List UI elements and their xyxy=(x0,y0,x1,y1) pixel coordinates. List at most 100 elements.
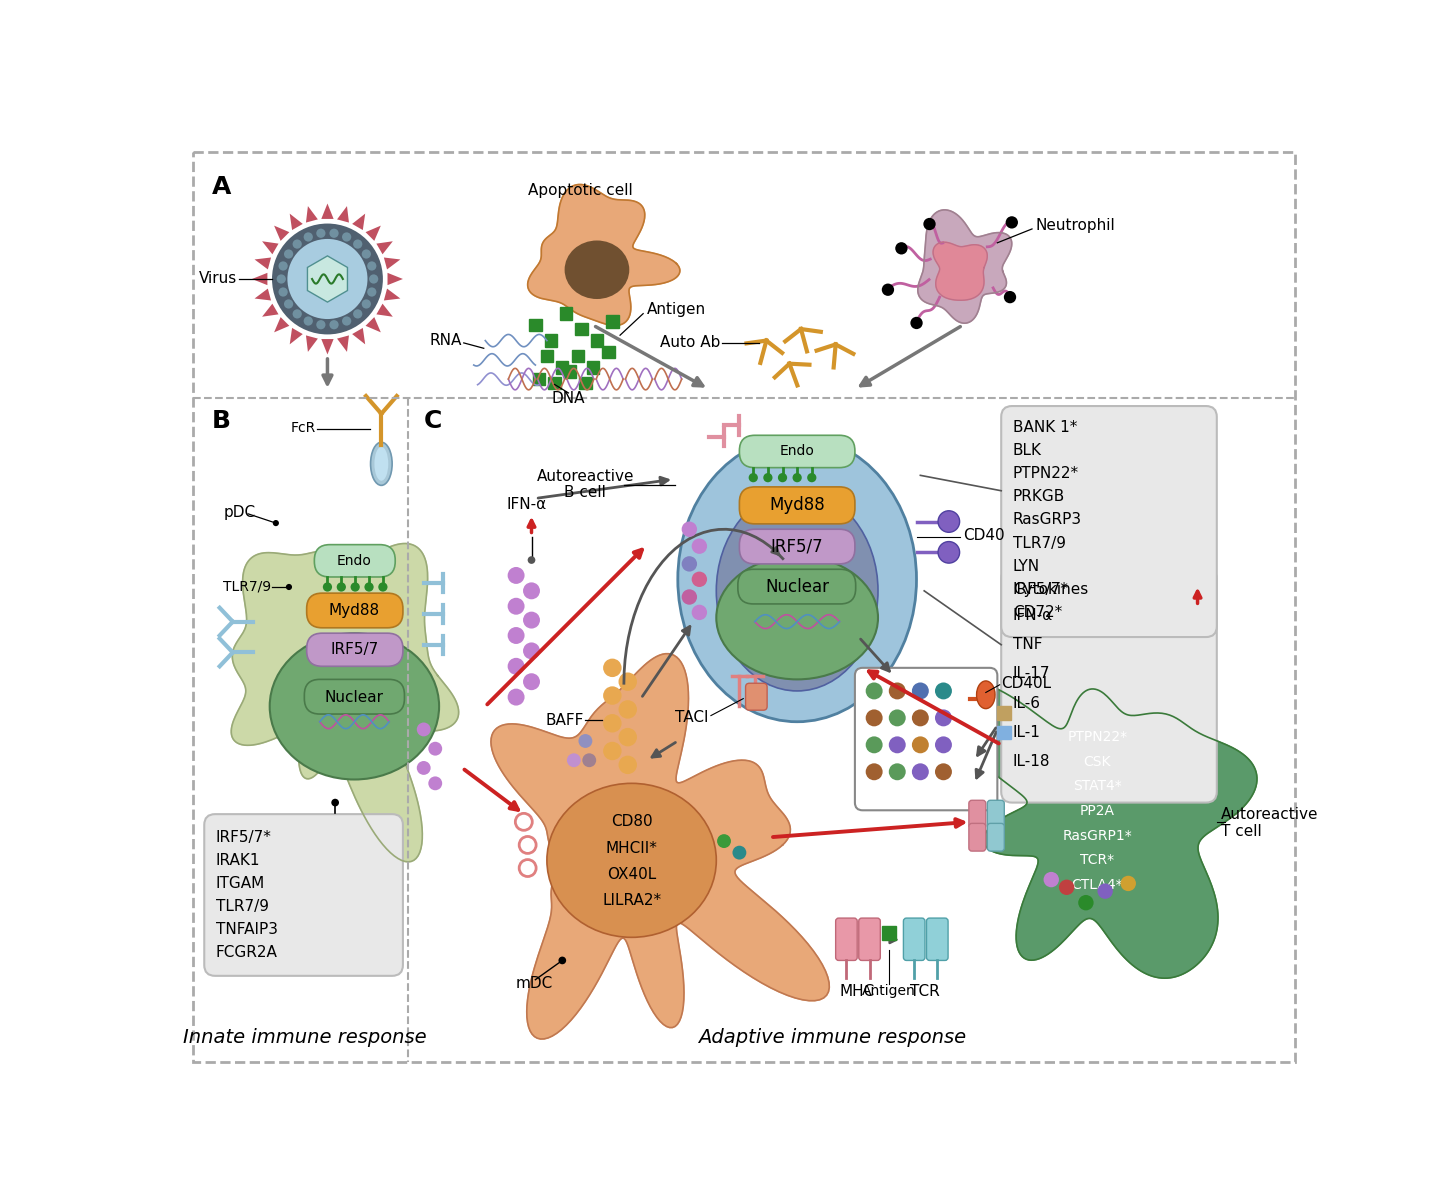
Text: Cytokines: Cytokines xyxy=(1013,582,1088,597)
Ellipse shape xyxy=(1006,216,1019,228)
Text: TCR*: TCR* xyxy=(1081,853,1114,868)
Polygon shape xyxy=(366,317,380,332)
Ellipse shape xyxy=(582,754,596,767)
Bar xyxy=(997,707,1011,720)
Ellipse shape xyxy=(271,224,383,334)
Ellipse shape xyxy=(937,542,959,563)
Text: BANK 1*: BANK 1* xyxy=(1013,421,1077,435)
Text: PRKGB: PRKGB xyxy=(1013,489,1065,505)
Ellipse shape xyxy=(895,242,907,255)
Ellipse shape xyxy=(361,249,371,258)
Ellipse shape xyxy=(284,249,293,258)
Ellipse shape xyxy=(749,474,757,482)
Ellipse shape xyxy=(934,709,952,726)
Text: Endo: Endo xyxy=(779,445,814,458)
Polygon shape xyxy=(274,226,289,240)
Text: CD40: CD40 xyxy=(962,528,1004,543)
Polygon shape xyxy=(306,335,318,352)
Ellipse shape xyxy=(778,474,786,482)
Text: STAT4*: STAT4* xyxy=(1074,779,1122,793)
Polygon shape xyxy=(353,328,366,344)
Ellipse shape xyxy=(692,572,707,587)
Ellipse shape xyxy=(522,583,540,600)
Ellipse shape xyxy=(316,228,325,238)
Polygon shape xyxy=(385,288,400,300)
Ellipse shape xyxy=(293,309,302,319)
Ellipse shape xyxy=(279,287,287,297)
Text: Myd88: Myd88 xyxy=(769,496,826,514)
Ellipse shape xyxy=(416,722,431,737)
Ellipse shape xyxy=(351,583,360,591)
Text: IRF5/7*: IRF5/7* xyxy=(216,829,271,845)
Polygon shape xyxy=(306,206,318,222)
Text: CD40L: CD40L xyxy=(1001,676,1052,691)
Text: LYN: LYN xyxy=(1013,559,1040,573)
Ellipse shape xyxy=(370,442,392,486)
Ellipse shape xyxy=(329,228,338,238)
Text: B: B xyxy=(212,410,231,434)
Ellipse shape xyxy=(682,589,696,605)
Ellipse shape xyxy=(923,218,936,231)
Ellipse shape xyxy=(889,737,905,754)
Polygon shape xyxy=(337,335,348,352)
Ellipse shape xyxy=(508,657,525,674)
Polygon shape xyxy=(254,288,271,300)
Ellipse shape xyxy=(564,240,630,299)
Ellipse shape xyxy=(342,232,351,242)
Text: CSK: CSK xyxy=(1084,755,1111,769)
Ellipse shape xyxy=(977,680,995,709)
Ellipse shape xyxy=(934,763,952,780)
Ellipse shape xyxy=(1078,895,1094,910)
Ellipse shape xyxy=(910,317,923,329)
FancyBboxPatch shape xyxy=(927,918,948,960)
Text: IRF5/7: IRF5/7 xyxy=(770,537,824,555)
Text: Innate immune response: Innate immune response xyxy=(183,1028,427,1047)
Text: Antigen: Antigen xyxy=(862,984,916,998)
Text: pDC: pDC xyxy=(223,505,255,519)
Ellipse shape xyxy=(559,957,566,964)
Text: Apoptotic cell: Apoptotic cell xyxy=(528,183,633,198)
Text: Neutrophil: Neutrophil xyxy=(1036,218,1116,233)
FancyBboxPatch shape xyxy=(740,435,855,468)
Text: TNFAIP3: TNFAIP3 xyxy=(216,922,277,938)
Text: C: C xyxy=(424,410,443,434)
Polygon shape xyxy=(376,304,393,316)
Ellipse shape xyxy=(618,701,637,719)
Text: Autoreactive: Autoreactive xyxy=(1220,807,1318,822)
FancyBboxPatch shape xyxy=(306,593,403,627)
FancyBboxPatch shape xyxy=(1001,567,1217,803)
Ellipse shape xyxy=(618,756,637,774)
Ellipse shape xyxy=(508,689,525,706)
Text: mDC: mDC xyxy=(517,976,553,990)
Ellipse shape xyxy=(303,232,313,242)
Ellipse shape xyxy=(522,642,540,660)
Polygon shape xyxy=(353,214,366,230)
Ellipse shape xyxy=(316,320,325,329)
Ellipse shape xyxy=(733,846,746,859)
Ellipse shape xyxy=(1004,291,1016,303)
Ellipse shape xyxy=(692,538,707,554)
FancyBboxPatch shape xyxy=(836,918,858,960)
Ellipse shape xyxy=(331,799,340,807)
FancyBboxPatch shape xyxy=(205,814,403,976)
Polygon shape xyxy=(387,273,403,285)
FancyBboxPatch shape xyxy=(739,570,856,603)
Ellipse shape xyxy=(284,299,293,309)
Ellipse shape xyxy=(678,436,917,721)
Text: TLR7/9: TLR7/9 xyxy=(216,899,268,914)
Text: CD80: CD80 xyxy=(611,814,653,829)
Text: T cell: T cell xyxy=(1220,823,1261,839)
Ellipse shape xyxy=(428,776,443,790)
Bar xyxy=(572,350,583,362)
Ellipse shape xyxy=(508,597,525,614)
Bar xyxy=(588,362,599,374)
Bar xyxy=(579,376,592,389)
Ellipse shape xyxy=(428,742,443,756)
FancyBboxPatch shape xyxy=(969,801,985,828)
Text: Auto Ab: Auto Ab xyxy=(660,335,720,351)
Text: IL-1: IL-1 xyxy=(1013,725,1040,740)
Ellipse shape xyxy=(416,761,431,775)
Text: RasGRP1*: RasGRP1* xyxy=(1062,828,1132,843)
FancyBboxPatch shape xyxy=(740,487,855,524)
Text: TLR7/9: TLR7/9 xyxy=(1013,536,1065,551)
